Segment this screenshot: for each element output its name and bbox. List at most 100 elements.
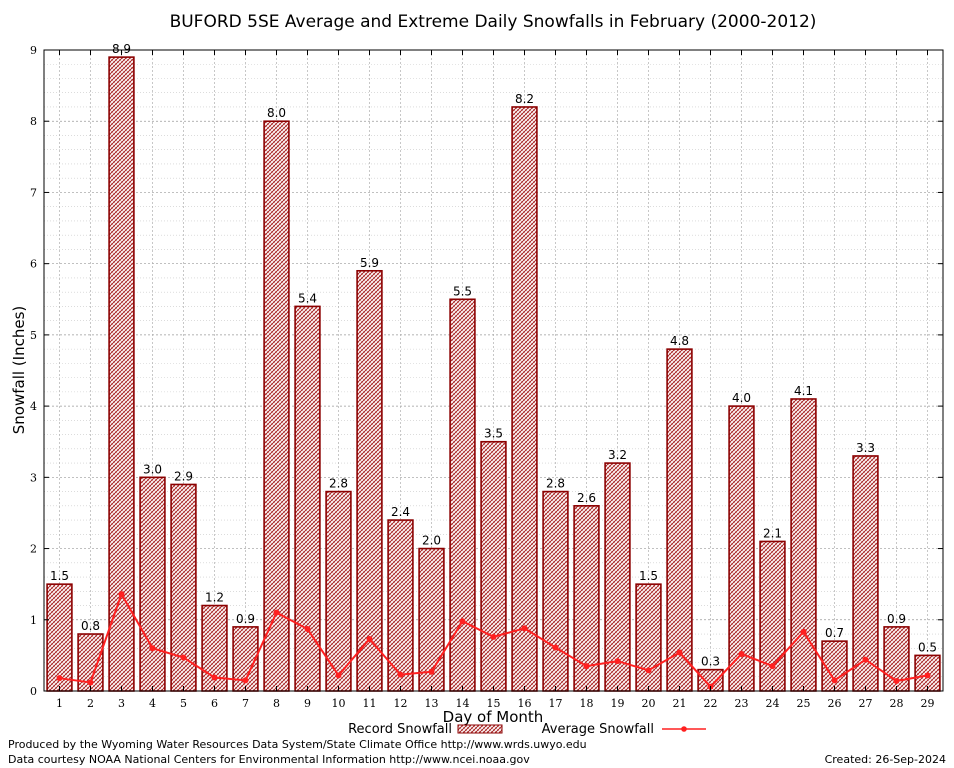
bar-value-label: 3.5 — [484, 427, 503, 441]
y-tick-label: 3 — [30, 471, 37, 484]
x-tick-label: 14 — [456, 697, 470, 710]
x-tick-label: 1 — [56, 697, 63, 710]
x-tick-label: 21 — [673, 697, 687, 710]
bar-record-day-17 — [542, 490, 569, 692]
bar-record-day-14 — [449, 298, 476, 692]
bar-value-label: 5.5 — [453, 284, 472, 298]
bar-value-label: 0.9 — [887, 612, 906, 626]
x-tick-label: 28 — [890, 697, 904, 710]
x-tick-label: 13 — [425, 697, 439, 710]
average-point-day-17 — [552, 644, 559, 651]
bar-value-label: 0.7 — [825, 626, 844, 640]
bar-value-label: 2.9 — [174, 469, 193, 483]
legend-record-label: Record Snowfall — [348, 722, 452, 737]
average-point-day-12 — [397, 671, 404, 678]
bar-value-label: 2.6 — [577, 491, 596, 505]
bar-value-label: 3.2 — [608, 448, 627, 462]
chart-title: BUFORD 5SE Average and Extreme Daily Sno… — [170, 12, 817, 32]
x-tick-label: 25 — [797, 697, 811, 710]
bar-record-day-11 — [356, 269, 383, 692]
bar-record-day-12 — [387, 519, 414, 692]
y-tick-label: 5 — [30, 329, 37, 342]
bar-value-label: 2.1 — [763, 526, 782, 540]
bar-value-label: 0.3 — [701, 655, 720, 669]
x-tick-label: 19 — [611, 697, 625, 710]
x-tick-label: 8 — [273, 697, 280, 710]
bar-record-day-3 — [108, 56, 135, 692]
bar-value-label: 3.3 — [856, 441, 875, 455]
bar-value-label: 1.5 — [639, 569, 658, 583]
bar-value-label: 8.2 — [515, 92, 534, 106]
bar-record-day-4 — [139, 476, 166, 692]
bar-value-label: 2.8 — [329, 477, 348, 491]
y-tick-label: 8 — [30, 115, 37, 128]
bar-record-day-1 — [46, 583, 73, 692]
bar-value-label: 8.9 — [112, 42, 131, 56]
bar-value-label: 1.2 — [205, 591, 224, 605]
average-point-day-8 — [273, 609, 280, 616]
legend-average-label: Average Snowfall — [542, 722, 654, 737]
average-point-day-1 — [56, 675, 63, 682]
x-tick-label: 22 — [704, 697, 718, 710]
average-point-day-16 — [521, 625, 528, 632]
average-point-day-5 — [180, 654, 187, 661]
legend: Record Snowfall Average Snowfall — [348, 722, 706, 737]
y-axis-label: Snowfall (Inches) — [10, 306, 28, 434]
x-axis-label: Day of Month — [443, 708, 544, 726]
bar-value-label: 1.5 — [50, 569, 69, 583]
y-tick-label: 7 — [30, 186, 37, 199]
x-tick-label: 16 — [518, 697, 532, 710]
footer-produced-by: Produced by the Wyoming Water Resources … — [8, 738, 587, 751]
x-tick-label: 3 — [118, 697, 125, 710]
y-tick-label: 9 — [30, 44, 37, 57]
average-point-day-28 — [893, 678, 900, 685]
bar-record-day-15 — [480, 440, 507, 692]
bar-value-label: 2.0 — [422, 534, 441, 548]
legend-average-marker — [681, 726, 687, 732]
y-tick-label: 2 — [30, 543, 37, 556]
average-point-day-20 — [645, 667, 652, 674]
x-tick-label: 18 — [580, 697, 594, 710]
bar-value-label: 8.0 — [267, 106, 286, 120]
average-point-day-18 — [583, 663, 590, 670]
average-point-day-15 — [490, 633, 497, 640]
average-point-day-11 — [366, 636, 373, 643]
bar-record-day-13 — [418, 547, 445, 692]
bar-record-day-20 — [635, 583, 662, 692]
x-tick-label: 27 — [859, 697, 873, 710]
average-point-day-19 — [614, 658, 621, 665]
average-point-day-21 — [676, 649, 683, 656]
bar-value-label: 4.8 — [670, 334, 689, 348]
bar-record-day-16 — [511, 106, 538, 692]
y-tick-label: 0 — [30, 685, 37, 698]
average-point-day-6 — [211, 674, 218, 681]
x-tick-label: 24 — [766, 697, 780, 710]
bar-value-label: 3.0 — [143, 462, 162, 476]
bar-value-label: 2.8 — [546, 477, 565, 491]
y-tick-label: 4 — [30, 400, 37, 413]
average-point-day-2 — [87, 679, 94, 686]
bar-value-label: 4.0 — [732, 391, 751, 405]
footer-created-date: Created: 26-Sep-2024 — [824, 753, 946, 766]
x-tick-label: 10 — [332, 697, 346, 710]
x-tick-label: 7 — [242, 697, 249, 710]
average-point-day-9 — [304, 626, 311, 633]
bar-value-label: 4.1 — [794, 384, 813, 398]
bar-value-label: 0.9 — [236, 612, 255, 626]
x-tick-label: 29 — [921, 697, 935, 710]
x-tick-label: 6 — [211, 697, 218, 710]
average-point-day-25 — [800, 628, 807, 635]
average-point-day-13 — [428, 668, 435, 675]
x-tick-label: 5 — [180, 697, 187, 710]
x-tick-label: 11 — [363, 697, 377, 710]
x-tick-label: 20 — [642, 697, 656, 710]
x-tick-label: 2 — [87, 697, 94, 710]
footer-data-courtesy: Data courtesy NOAA National Centers for … — [8, 753, 530, 766]
bar-value-label: 5.9 — [360, 256, 379, 270]
average-point-day-4 — [149, 645, 156, 652]
x-tick-label: 17 — [549, 697, 563, 710]
bar-record-day-23 — [728, 405, 755, 692]
y-tick-label: 6 — [30, 258, 37, 271]
average-point-day-26 — [831, 677, 838, 684]
